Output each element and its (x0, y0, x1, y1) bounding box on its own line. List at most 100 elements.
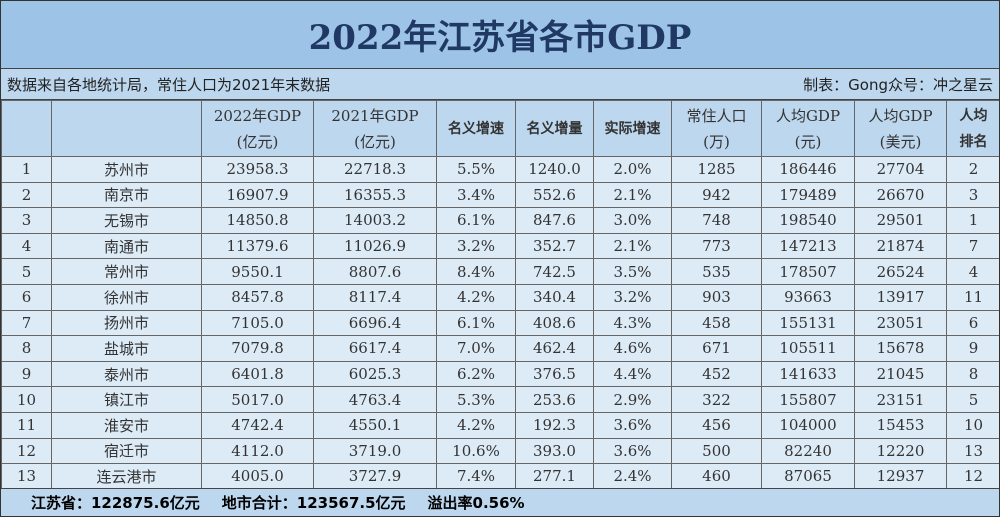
table-cell: 4112.0 (201, 437, 314, 465)
table-cell: 无锡市 (51, 207, 202, 234)
table-cell: 253.6 (515, 386, 594, 413)
table-cell: 376.5 (515, 360, 594, 388)
table-cell: 4.3% (593, 309, 672, 337)
table-cell: 连云港市 (51, 463, 202, 490)
page-title: 2022年江苏省各市GDP (1, 1, 999, 69)
summary-footer: 江苏省：122875.6亿元 地市合计：123567.5亿元 溢出率0.56% (1, 488, 999, 516)
table-cell: 6617.4 (313, 335, 437, 362)
column-header (51, 100, 202, 157)
header-line-1: 人均 (959, 107, 988, 124)
table-cell: 苏州市 (51, 156, 202, 183)
table-cell: 3.2% (593, 283, 672, 311)
table-row: 1 苏州市 23958.3 22718.3 5.5% 1240.0 2.0% 1285 1864… (1, 156, 999, 183)
header-line-2: 排名 (959, 133, 988, 150)
table-row: 13 连云港市 4005.0 3727.9 7.4% 277.1 2.4% 460 87065 1… (1, 463, 999, 490)
table-cell: 8117.4 (313, 283, 437, 311)
table-cell: 9 (946, 335, 999, 362)
table-cell: 22718.3 (313, 156, 437, 183)
table-row: 4 南通市 11379.6 11026.9 3.2% 352.7 2.1% 773 147213… (1, 232, 999, 260)
table-cell: 2 (946, 156, 999, 183)
table-cell: 322 (671, 386, 762, 413)
table-cell: 10.6% (436, 437, 516, 465)
table-cell: 11 (1, 411, 52, 439)
source-note: 数据来自各地统计局，常住人口为2021年末数据 (7, 75, 331, 94)
table-cell: 5.5% (436, 156, 516, 183)
data-table: 2022年GDP (亿元) 2021年GDP (亿元) 名义增速 名义增量 实际增速 常住人口… (1, 100, 999, 490)
table-cell: 7 (946, 232, 999, 260)
table-cell: 147213 (761, 232, 855, 260)
table-cell: 3.5% (593, 258, 672, 285)
table-cell: 4005.0 (201, 463, 314, 490)
table-cell: 6696.4 (313, 309, 437, 337)
table-cell: 16355.3 (313, 181, 437, 209)
table-cell: 4 (1, 232, 52, 260)
table-cell: 3719.0 (313, 437, 437, 465)
table-cell: 942 (671, 181, 762, 209)
table-cell: 13917 (854, 283, 947, 311)
table-cell: 常州市 (51, 258, 202, 285)
table-cell: 14850.8 (201, 207, 314, 234)
table-cell: 1 (1, 156, 52, 183)
header-line-1: 人均GDP (868, 106, 933, 125)
table-cell: 27704 (854, 156, 947, 183)
table-cell: 8807.6 (313, 258, 437, 285)
table-cell: 宿迁市 (51, 437, 202, 465)
header-line-1: 常住人口 (686, 106, 747, 125)
header-line-1: 2022年GDP (213, 106, 302, 125)
table-cell: 82240 (761, 437, 855, 465)
table-cell: 8 (946, 360, 999, 388)
table-cell: 6.1% (436, 207, 516, 234)
table-row: 10 镇江市 5017.0 4763.4 5.3% 253.6 2.9% 322 155807 2… (1, 386, 999, 413)
table-cell: 12937 (854, 463, 947, 490)
table-cell: 3.0% (593, 207, 672, 234)
column-header: 常住人口 (万) (671, 100, 762, 157)
table-cell: 105511 (761, 335, 855, 362)
table-cell: 徐州市 (51, 283, 202, 311)
table-cell: 8457.8 (201, 283, 314, 311)
table-cell: 11 (946, 283, 999, 311)
table-cell: 2.4% (593, 463, 672, 490)
table-row: 11 淮安市 4742.4 4550.1 4.2% 192.3 3.6% 456 104000 1… (1, 411, 999, 439)
column-header: 人均GDP (美元) (854, 100, 947, 157)
table-cell: 198540 (761, 207, 855, 234)
table-cell: 393.0 (515, 437, 594, 465)
province-total: 江苏省：122875.6亿元 (31, 494, 200, 512)
table-row: 2 南京市 16907.9 16355.3 3.4% 552.6 2.1% 942 179489… (1, 181, 999, 209)
header-line-2: (万) (703, 132, 730, 151)
table-cell: 7.4% (436, 463, 516, 490)
table-cell: 3727.9 (313, 463, 437, 490)
table-cell: 6.1% (436, 309, 516, 337)
table-cell: 8.4% (436, 258, 516, 285)
table-cell: 2.1% (593, 232, 672, 260)
column-header: 人均 排名 (946, 100, 999, 157)
table-cell: 6 (946, 309, 999, 337)
column-header (1, 100, 52, 157)
table-cell: 7 (1, 309, 52, 337)
table-cell: 21874 (854, 232, 947, 260)
table-cell: 13 (1, 463, 52, 490)
header-row: 2022年GDP (亿元) 2021年GDP (亿元) 名义增速 名义增量 实际增速 常住人口… (1, 100, 999, 157)
header-line-1: 实际增速 (604, 120, 661, 137)
table-cell: 748 (671, 207, 762, 234)
table-cell: 3.4% (436, 181, 516, 209)
table-cell: 29501 (854, 207, 947, 234)
table-cell: 1240.0 (515, 156, 594, 183)
table-cell: 4.2% (436, 411, 516, 439)
table-cell: 6025.3 (313, 360, 437, 388)
column-header: 名义增速 (436, 100, 516, 157)
table-cell: 9550.1 (201, 258, 314, 285)
table-cell: 23051 (854, 309, 947, 337)
table-cell: 淮安市 (51, 411, 202, 439)
table-cell: 3 (946, 181, 999, 209)
header-line-1: 名义增量 (526, 120, 583, 137)
table-row: 8 盐城市 7079.8 6617.4 7.0% 462.4 4.6% 671 105511 15… (1, 335, 999, 362)
table-cell: 2.0% (593, 156, 672, 183)
table-cell: 泰州市 (51, 360, 202, 388)
table-cell: 3.6% (593, 411, 672, 439)
table-cell: 2 (1, 181, 52, 209)
table-cell: 742.5 (515, 258, 594, 285)
header-line-2: (元) (794, 132, 822, 151)
table-cell: 408.6 (515, 309, 594, 337)
header-line-2: (美元) (879, 132, 922, 151)
table-cell: 3.2% (436, 232, 516, 260)
